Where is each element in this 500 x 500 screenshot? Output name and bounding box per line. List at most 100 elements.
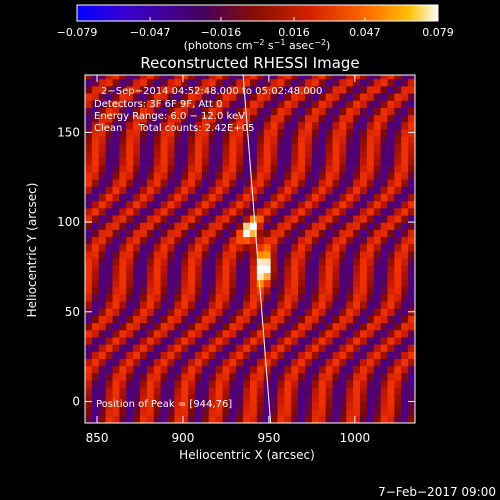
heatmap-cell [366,301,375,309]
heatmap-cell [360,387,368,395]
heatmap-cell [353,351,361,360]
heatmap-cell [318,107,327,116]
heatmap-cell [339,243,347,252]
heatmap-cell [133,265,141,273]
heatmap-cell [387,92,395,101]
heatmap-cell [243,107,251,116]
heatmap-cell [311,286,320,295]
heatmap-cell [394,200,402,209]
heatmap-cell [291,387,299,395]
heatmap-cell [366,92,375,101]
heatmap-cell [305,308,313,316]
heatmap-cell [380,193,389,202]
heatmap-cell [291,236,299,245]
heatmap-cell [353,279,361,288]
heatmap-cell [318,207,327,216]
heatmap-cell [318,372,327,381]
heatmap-cell [146,193,155,202]
heatmap-cell [140,222,148,230]
heatmap-cell [91,200,100,209]
heatmap-cell [98,315,107,324]
heatmap-cell [222,415,230,423]
heatmap-cell [256,250,265,259]
heatmap-cell [263,365,272,374]
heatmap-cell [126,100,134,108]
heatmap-cell [387,415,395,423]
heatmap-cell [263,372,272,381]
heatmap-cell [263,214,272,223]
heatmap-cell [140,207,148,216]
heatmap-cell [250,179,258,187]
heatmap-cell [256,408,265,417]
heatmap-cell [85,179,93,187]
heatmap-cell [353,114,361,123]
heatmap-cell [167,415,175,423]
heatmap-cell [215,214,224,223]
heatmap-cell [201,157,210,166]
heatmap-cell [195,322,203,331]
heatmap-cell [380,358,389,367]
heatmap-cell [208,279,217,288]
heatmap-cell [318,293,327,302]
heatmap-cell [284,164,292,173]
heatmap-cell [133,150,141,159]
heatmap-cell [284,308,292,316]
heatmap-cell [98,100,107,108]
heatmap-cell [353,336,361,345]
heatmap-cell [215,207,224,216]
heatmap-cell [263,329,272,338]
heatmap-cell [366,257,375,266]
heatmap-cell [85,286,93,295]
heatmap-cell [270,257,279,266]
heatmap-cell [408,107,415,116]
heatmap-cell [291,143,299,151]
heatmap-cell [332,143,340,151]
heatmap-cell [263,358,272,367]
heatmap-cell [167,179,175,187]
heatmap-cell [208,100,217,108]
heatmap-cell [98,415,107,423]
heatmap-cell [201,265,210,273]
heatmap-cell [243,164,251,173]
heatmap-cell [373,250,382,259]
heatmap-cell [153,265,162,273]
heatmap-cell [256,107,265,116]
heatmap-cell [91,308,100,316]
heatmap-cell [91,408,100,417]
heatmap-cell [284,222,292,230]
heatmap-cell [126,365,134,374]
heatmap-cell [339,301,347,309]
heatmap-cell [360,150,368,159]
heatmap-cell [305,265,313,273]
heatmap-cell [401,243,409,252]
heatmap-cell [332,250,340,259]
heatmap-cell [229,171,237,180]
heatmap-cell [305,135,313,144]
heatmap-cell [284,78,292,87]
heatmap-cell [311,243,320,252]
heatmap-cell [133,401,141,410]
heatmap-cell [291,365,299,374]
heatmap-cell [263,394,272,403]
heatmap-cell [222,193,230,202]
heatmap-cell [112,214,120,223]
heatmap-cell [215,379,224,388]
heatmap-cell [229,214,237,223]
heatmap-cell [126,229,134,238]
heatmap-cell [126,301,134,309]
heatmap-cell [98,236,107,245]
heatmap-cell [105,114,114,123]
heatmap-cell [277,150,285,159]
heatmap-cell [408,100,415,108]
heatmap-cell [360,236,368,245]
heatmap-cell [222,164,230,173]
heatmap-cell [270,322,279,331]
heatmap-cell [85,344,93,352]
heatmap-cell [256,157,265,166]
heatmap-cell [105,315,114,324]
heatmap-cell [112,236,120,245]
heatmap-cell [236,179,244,187]
heatmap-cell [222,379,230,388]
heatmap-cell [325,92,334,101]
heatmap-cell [250,301,258,309]
